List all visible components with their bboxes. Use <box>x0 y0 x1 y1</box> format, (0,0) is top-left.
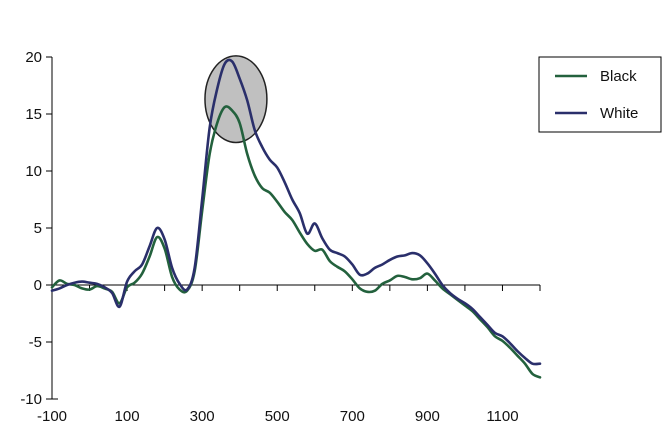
y-tick-label: -10 <box>20 391 42 408</box>
y-tick-label: 10 <box>25 163 42 180</box>
x-tick-label: 700 <box>340 408 365 425</box>
y-tick-label: -5 <box>29 334 42 351</box>
x-tick-label: 1100 <box>486 408 518 425</box>
axes: -10 -5 0 5 10 15 20 -100 100 300 500 700 900 1100 <box>20 49 541 425</box>
x-tick-label: -100 <box>37 408 67 425</box>
legend-box <box>538 56 662 133</box>
y-tick-label: 0 <box>34 277 42 294</box>
series-line-black <box>50 105 542 379</box>
y-tick-label: 5 <box>34 220 42 237</box>
legend[interactable]: Black White <box>538 56 662 133</box>
x-tick-label: 100 <box>115 408 140 425</box>
legend-label-black[interactable]: Black <box>600 68 637 85</box>
x-tick-label: 900 <box>415 408 440 425</box>
series-lines <box>50 58 542 379</box>
x-tick-label: 300 <box>190 408 215 425</box>
y-tick-label: 15 <box>25 106 42 123</box>
x-tick-label: 500 <box>265 408 290 425</box>
series-line-white <box>50 58 542 366</box>
legend-label-white[interactable]: White <box>600 105 638 122</box>
y-tick-label: 20 <box>25 49 42 66</box>
